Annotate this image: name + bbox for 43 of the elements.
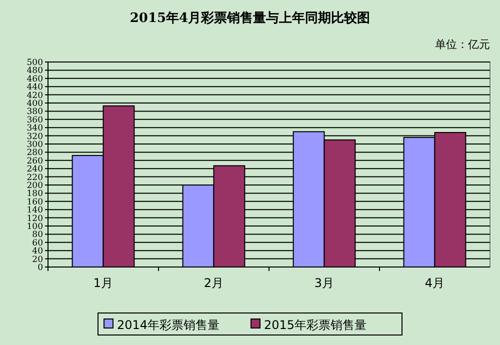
y-tick-label: 320 [26,132,43,142]
y-tick-label: 480 [26,66,43,76]
y-tick-label: 60 [32,238,43,248]
y-tick-label: 120 [26,214,43,224]
y-tick-label: 420 [26,90,43,101]
y-tick-label: 300 [26,140,43,150]
y-tick-label: 280 [26,148,43,158]
bar [292,131,325,268]
y-tick-label: 40 [32,246,43,257]
chart-title: 2015年4月彩票销售量与上年同期比较图 [130,10,370,26]
bar [213,165,246,268]
y-tick-label: 400 [26,99,43,109]
y-tick-label: 0 [38,263,43,273]
y-tick-label: 440 [26,82,43,93]
x-tick-label: 3月 [314,276,334,290]
bar [182,184,214,268]
bar [324,139,356,268]
bar [72,154,104,268]
y-tick-label: 160 [26,197,43,208]
y-tick-label: 260 [26,156,43,166]
y-tick-label: 360 [26,115,43,126]
y-tick-label: 340 [26,124,43,134]
y-tick-label: 20 [32,254,43,265]
y-tick-label: 220 [26,172,43,183]
x-tick-label: 2月 [204,276,224,290]
y-tick-label: 240 [26,164,43,175]
legend-label: 2015年彩票销售量 [264,318,367,332]
y-tick-label: 180 [26,189,43,200]
y-tick-label: 380 [26,107,43,118]
y-tick-label: 460 [26,74,43,84]
bar [102,105,135,268]
bar [403,136,436,268]
y-tick-label: 200 [26,181,43,191]
y-tick-label: 140 [26,206,43,216]
legend-label: 2014年彩票销售量 [117,318,220,332]
bar [434,132,466,268]
y-tick-label: 80 [32,230,43,240]
text: 单位：亿元 [435,38,490,51]
y-tick-label: 100 [26,222,43,232]
plot: 0 20 40 60 80 100 120 140 160 180 200 220 240 260 280 300 320 340 360 380 400 420 440 460 480 500 1月 2月 3月 4月 [26,58,490,290]
x-tick-label: 1月 [93,276,114,290]
x-tick-label: 4月 [424,276,445,290]
y-tick-label: 500 [26,58,43,68]
